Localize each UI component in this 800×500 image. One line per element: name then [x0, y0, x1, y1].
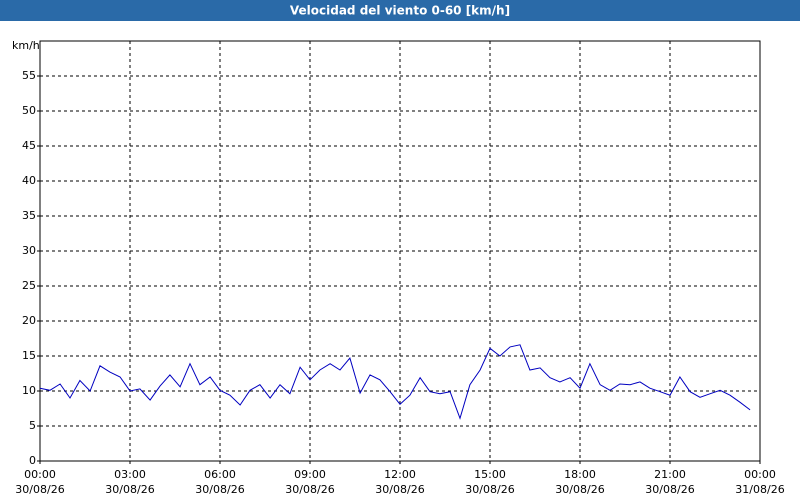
x-tick-date: 30/08/26 — [285, 483, 334, 496]
y-tick-label: 10 — [22, 384, 36, 397]
y-axis-label: km/h — [12, 39, 40, 52]
y-tick-label: 30 — [22, 244, 36, 257]
y-tick-label: 25 — [22, 279, 36, 292]
y-tick-label: 5 — [29, 419, 36, 432]
x-tick-label: 00:00 — [24, 468, 56, 481]
x-tick-label: 03:00 — [114, 468, 146, 481]
x-tick-date: 31/08/26 — [735, 483, 784, 496]
x-tick-date: 30/08/26 — [555, 483, 604, 496]
x-tick-label: 12:00 — [384, 468, 416, 481]
data-line — [39, 344, 751, 420]
x-tick-date: 30/08/26 — [375, 483, 424, 496]
y-tick-label: 50 — [22, 104, 36, 117]
x-tick-date: 30/08/26 — [645, 483, 694, 496]
chart-title: Velocidad del viento 0-60 [km/h] — [290, 4, 510, 18]
x-tick-date: 30/08/26 — [15, 483, 64, 496]
x-tick-label: 15:00 — [474, 468, 506, 481]
x-tick-date: 30/08/26 — [105, 483, 154, 496]
y-tick-label: 40 — [22, 174, 36, 187]
y-tick-label: 15 — [22, 349, 36, 362]
x-tick-label: 21:00 — [654, 468, 686, 481]
y-tick-label: 0 — [29, 454, 36, 467]
y-tick-label: 35 — [22, 209, 36, 222]
x-tick-label: 06:00 — [204, 468, 236, 481]
x-tick-date: 30/08/26 — [465, 483, 514, 496]
x-tick-date: 30/08/26 — [195, 483, 244, 496]
x-tick-label: 09:00 — [294, 468, 326, 481]
x-tick-label: 18:00 — [564, 468, 596, 481]
y-tick-label: 20 — [22, 314, 36, 327]
y-tick-label: 55 — [22, 69, 36, 82]
title-bar — [0, 0, 800, 21]
x-tick-label: 00:00 — [744, 468, 776, 481]
y-tick-label: 45 — [22, 139, 36, 152]
